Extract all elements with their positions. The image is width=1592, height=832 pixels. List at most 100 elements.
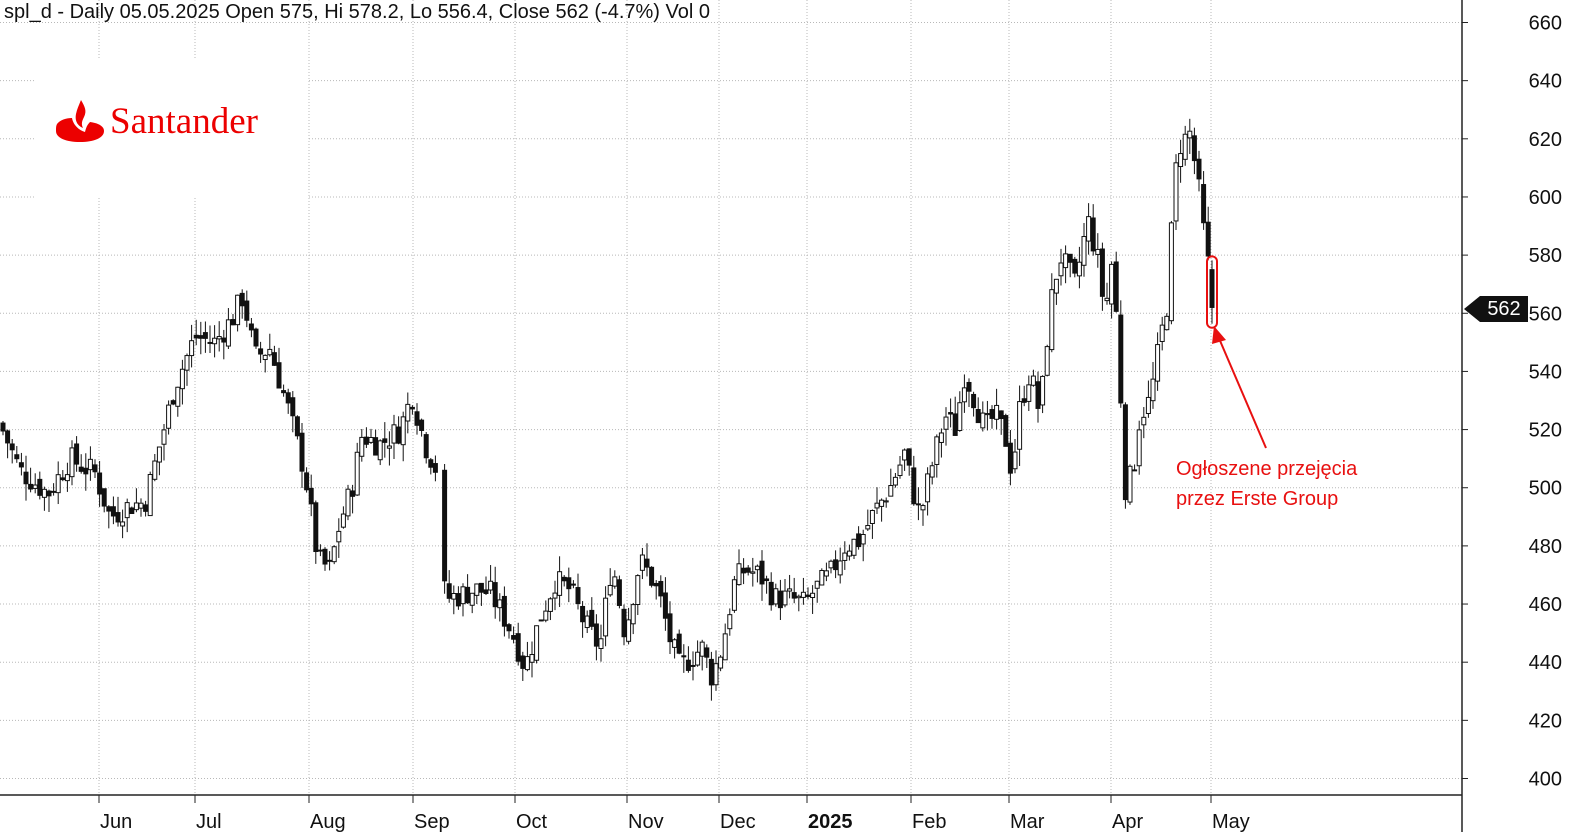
bar-body — [1076, 261, 1082, 277]
bar-body — [842, 552, 848, 561]
ohlc-bar — [1044, 344, 1050, 377]
ohlc-bar — [773, 583, 779, 607]
bar-body — [639, 554, 645, 571]
x-tick-label: May — [1212, 811, 1250, 832]
ohlc-bar — [805, 587, 811, 600]
ohlc-bar — [156, 446, 162, 476]
bar-body — [248, 323, 254, 331]
bar-body — [1164, 315, 1170, 331]
ohlc-bar — [777, 579, 783, 621]
y-tick-label: 540 — [1529, 361, 1562, 383]
ohlc-bar — [961, 374, 967, 413]
y-tick-label: 520 — [1529, 420, 1562, 442]
ohlc-bar — [547, 597, 553, 621]
ohlc-bar — [124, 498, 130, 533]
ohlc-bar — [308, 474, 314, 517]
bar-body — [23, 471, 29, 485]
ohlc-bar — [1168, 220, 1174, 325]
ohlc-bar — [400, 411, 406, 462]
bar-body — [409, 406, 415, 410]
bar-body — [603, 597, 609, 637]
x-tick-label: 2025 — [808, 811, 853, 832]
bar-body — [874, 502, 880, 509]
bar-body — [492, 582, 498, 608]
ohlc-bar — [51, 483, 57, 496]
x-tick-label: Jun — [100, 811, 132, 832]
ohlc-bar — [1063, 245, 1069, 284]
bar-body — [1040, 375, 1046, 406]
ohlc-bar — [925, 467, 931, 516]
ohlc-bar — [1187, 118, 1193, 154]
bar-body — [97, 472, 103, 495]
bar-body — [271, 352, 277, 366]
ohlc-bar — [1196, 150, 1202, 192]
y-tick-label: 600 — [1529, 187, 1562, 209]
ohlc-bar — [929, 461, 935, 485]
ohlc-bar — [846, 544, 852, 561]
x-tick-label: Aug — [310, 811, 346, 832]
bar-body — [239, 292, 245, 307]
ohlc-bar — [644, 543, 650, 577]
bar-body — [989, 409, 995, 419]
bar-body — [727, 614, 733, 630]
bar-body — [681, 655, 687, 658]
bar-body — [589, 609, 595, 627]
annotation-arrow-line — [1217, 335, 1267, 449]
ohlc-bar — [87, 446, 93, 481]
bar-body — [244, 300, 250, 321]
bar-body — [773, 588, 779, 605]
bar-body — [593, 623, 599, 647]
ohlc-bar — [239, 289, 245, 319]
bar-body — [529, 654, 535, 663]
bar-body — [382, 438, 388, 443]
bar-body — [101, 488, 107, 507]
bar-body — [800, 591, 806, 598]
chart-header: spl_d - Daily 05.05.2025 Open 575, Hi 57… — [4, 1, 711, 23]
bar-body — [483, 589, 489, 594]
bar-body — [925, 473, 931, 503]
ohlc-bar — [1003, 413, 1009, 447]
bar-body — [667, 613, 673, 643]
ohlc-bar — [285, 388, 291, 414]
ohlc-bar — [819, 568, 825, 586]
ohlc-bar — [460, 583, 466, 617]
ohlc-bar — [78, 454, 84, 474]
bar-body — [41, 488, 47, 498]
ohlc-bar — [1191, 127, 1197, 175]
ohlc-bar — [718, 655, 724, 672]
ohlc-bar — [1178, 139, 1184, 183]
bar-body — [1003, 415, 1009, 447]
bar-body — [1026, 384, 1032, 402]
y-tick-label: 640 — [1529, 71, 1562, 93]
bar-body — [888, 485, 894, 497]
ohlc-bar — [952, 396, 958, 436]
bar-body — [359, 436, 365, 457]
ohlc-bar — [1099, 242, 1105, 311]
ohlc-bar — [37, 471, 43, 500]
ohlc-bar — [271, 345, 277, 366]
ohlc-bar — [1205, 206, 1211, 261]
x-tick-label: Apr — [1112, 811, 1143, 832]
bar-body — [1168, 222, 1174, 322]
bar-body — [787, 588, 793, 592]
bar-body — [1187, 130, 1193, 139]
bar-body — [386, 445, 392, 449]
bar-body — [1058, 262, 1064, 277]
ohlc-bar — [216, 321, 222, 352]
y-tick-label: 560 — [1529, 303, 1562, 325]
x-tick-label: Feb — [912, 811, 946, 832]
ohlc-bar — [1182, 125, 1188, 166]
ohlc-bar — [455, 586, 461, 610]
bar-body — [143, 504, 149, 512]
bar-body — [391, 424, 397, 444]
y-tick-label: 580 — [1529, 245, 1562, 267]
bar-body — [225, 319, 231, 347]
bar-body — [856, 533, 862, 548]
ohlc-bar — [230, 314, 236, 326]
ohlc-bar — [46, 489, 52, 513]
ohlc-bar — [731, 575, 737, 613]
bar-body — [253, 328, 259, 347]
ohlc-bar — [759, 550, 765, 601]
ohlc-bar — [630, 602, 636, 635]
